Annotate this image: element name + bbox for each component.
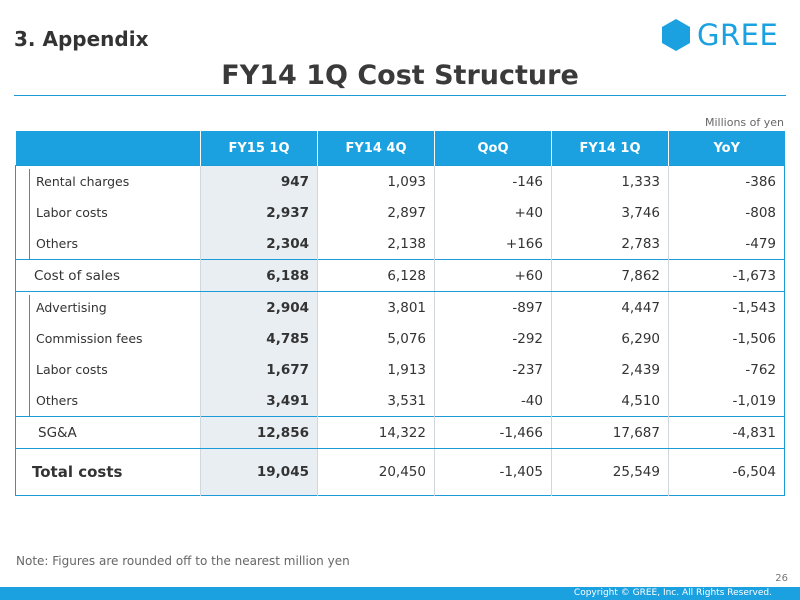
row-label: Labor costs xyxy=(16,197,201,228)
table-cell: 20,450 xyxy=(317,448,435,496)
table-cell: 2,904 xyxy=(200,291,318,323)
table-row: Rental charges 947 1,093 -146 1,333 -386 xyxy=(16,165,785,198)
table-cell: 3,491 xyxy=(200,385,318,417)
table-cell: -1,673 xyxy=(668,259,785,292)
table-cell: 12,856 xyxy=(200,416,318,449)
column-header: FY14 4Q xyxy=(317,131,435,166)
table-row-subtotal: SG&A 12,856 14,322 -1,466 17,687 -4,831 xyxy=(15,416,785,449)
table-row-subtotal: Cost of sales 6,188 6,128 +60 7,862 -1,6… xyxy=(15,259,785,292)
table-cell: 14,322 xyxy=(317,416,435,449)
table-cell: 1,677 xyxy=(200,354,318,385)
row-label: Others xyxy=(16,228,201,260)
table-cell: 3,801 xyxy=(317,291,435,323)
table-cell: 2,897 xyxy=(317,197,435,228)
row-label: Advertising xyxy=(16,292,201,324)
table-cell: 7,862 xyxy=(551,259,669,292)
table-cell: 3,746 xyxy=(551,197,669,228)
table-row: Commission fees 4,785 5,076 -292 6,290 -… xyxy=(16,323,785,354)
column-header: FY14 1Q xyxy=(551,131,669,166)
table-cell: 17,687 xyxy=(551,416,669,449)
title-divider xyxy=(14,95,786,96)
table-cell: 2,138 xyxy=(317,228,435,260)
header-blank xyxy=(15,131,201,166)
table-cell: +40 xyxy=(434,197,552,228)
table-cell: +166 xyxy=(434,228,552,260)
table-cell: +60 xyxy=(434,259,552,292)
table-cell: -762 xyxy=(668,354,785,385)
table-row: Advertising 2,904 3,801 -897 4,447 -1,54… xyxy=(16,291,785,324)
table-cell: 2,439 xyxy=(551,354,669,385)
row-label: Total costs xyxy=(32,463,123,481)
table-cell: 2,937 xyxy=(200,197,318,228)
table-cell: 3,531 xyxy=(317,385,435,417)
page-number: 26 xyxy=(775,573,788,584)
table-cell: -1,466 xyxy=(434,416,552,449)
table-cell: -1,506 xyxy=(668,323,785,354)
table-header-row: FY15 1Q FY14 4Q QoQ FY14 1Q YoY xyxy=(15,131,785,166)
table-cell: 4,447 xyxy=(551,291,669,323)
table-cell: 1,333 xyxy=(551,165,669,197)
table-cell: -40 xyxy=(434,385,552,417)
table-cell: 6,128 xyxy=(317,259,435,292)
column-header: FY15 1Q xyxy=(200,131,318,166)
table-cell: 2,304 xyxy=(200,228,318,260)
footer-bar: Copyright © GREE, Inc. All Rights Reserv… xyxy=(0,587,800,600)
table-body: Rental charges 947 1,093 -146 1,333 -386… xyxy=(15,165,785,496)
hexagon-logo-icon xyxy=(662,19,690,51)
row-label: Labor costs xyxy=(16,354,201,385)
table-cell: -1,405 xyxy=(434,448,552,496)
table-cell: 947 xyxy=(200,165,318,197)
table-cell: -146 xyxy=(434,165,552,197)
table-cell: 5,076 xyxy=(317,323,435,354)
table-cell: 1,093 xyxy=(317,165,435,197)
row-label: Others xyxy=(16,385,201,417)
row-label: Rental charges xyxy=(16,166,201,198)
table-cell: 19,045 xyxy=(200,448,318,496)
page-title: FY14 1Q Cost Structure xyxy=(221,60,579,91)
table-cell: 1,913 xyxy=(317,354,435,385)
footnote: Note: Figures are rounded off to the nea… xyxy=(16,554,350,568)
table-row: Labor costs 1,677 1,913 -237 2,439 -762 xyxy=(16,354,785,385)
table-cell: -237 xyxy=(434,354,552,385)
table-cell: 4,510 xyxy=(551,385,669,417)
column-header: YoY xyxy=(668,131,785,166)
table-cell: 6,290 xyxy=(551,323,669,354)
row-label: SG&A xyxy=(15,416,201,449)
table-row-total: Total costs 19,045 20,450 -1,405 25,549 … xyxy=(16,448,785,496)
logo-text: GREE xyxy=(697,18,779,52)
table-cell: -386 xyxy=(668,165,785,197)
table-row: Others 3,491 3,531 -40 4,510 -1,019 xyxy=(15,385,785,417)
table-cell: -292 xyxy=(434,323,552,354)
unit-label: Millions of yen xyxy=(705,116,784,129)
table-cell: 2,783 xyxy=(551,228,669,260)
table-row: Others 2,304 2,138 +166 2,783 -479 xyxy=(15,228,785,260)
column-header: QoQ xyxy=(434,131,552,166)
table-cell: -479 xyxy=(668,228,785,260)
row-label: Commission fees xyxy=(16,323,201,354)
cost-structure-table: FY15 1Q FY14 4Q QoQ FY14 1Q YoY Rental c… xyxy=(15,131,785,496)
table-cell: -6,504 xyxy=(668,448,785,496)
copyright: Copyright © GREE, Inc. All Rights Reserv… xyxy=(573,588,772,598)
table-cell: 6,188 xyxy=(200,259,318,292)
table-cell: -1,019 xyxy=(668,385,785,417)
table-cell: 25,549 xyxy=(551,448,669,496)
table-cell: -808 xyxy=(668,197,785,228)
table-cell: -4,831 xyxy=(668,416,785,449)
table-cell: -1,543 xyxy=(668,291,785,323)
section-title: 3. Appendix xyxy=(14,27,149,51)
gree-logo: GREE xyxy=(661,19,778,51)
table-cell: -897 xyxy=(434,291,552,323)
table-cell: 4,785 xyxy=(200,323,318,354)
table-row: Labor costs 2,937 2,897 +40 3,746 -808 xyxy=(16,197,785,228)
row-label: Cost of sales xyxy=(15,259,201,292)
